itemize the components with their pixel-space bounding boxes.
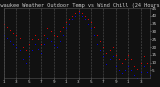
- Title: Milwaukee Weather Outdoor Temp vs Wind Chill (24 Hours): Milwaukee Weather Outdoor Temp vs Wind C…: [0, 3, 160, 8]
